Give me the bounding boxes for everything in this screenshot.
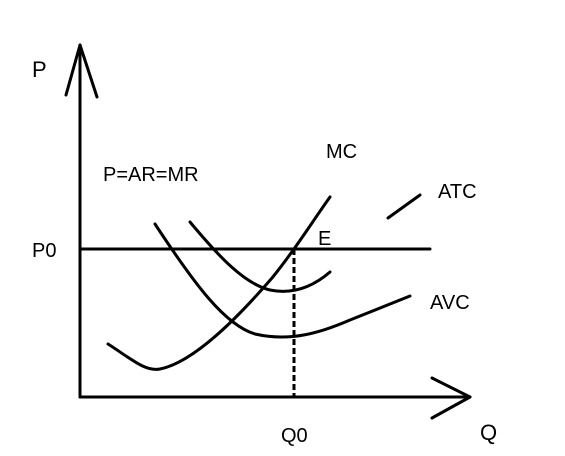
quantity-level-label: Q0 — [281, 425, 308, 447]
avc-curve — [153, 222, 412, 339]
equilibrium-label: E — [318, 228, 331, 250]
atc-curve-dash — [386, 193, 422, 220]
atc-curve — [188, 220, 332, 293]
x-axis-label: Q — [480, 420, 497, 445]
y-axis-label: P — [32, 57, 47, 82]
mc-curve — [106, 195, 332, 371]
avc-label: AVC — [430, 292, 470, 314]
atc-label: ATC — [438, 181, 477, 203]
y-axis — [64, 43, 99, 399]
mc-label: MC — [326, 141, 357, 163]
y-axis-arrowhead — [64, 43, 99, 99]
price-level-label: P0 — [32, 240, 56, 262]
demand-label: P=AR=MR — [103, 164, 199, 186]
x-axis-arrowhead — [430, 376, 472, 420]
x-axis — [78, 376, 472, 420]
